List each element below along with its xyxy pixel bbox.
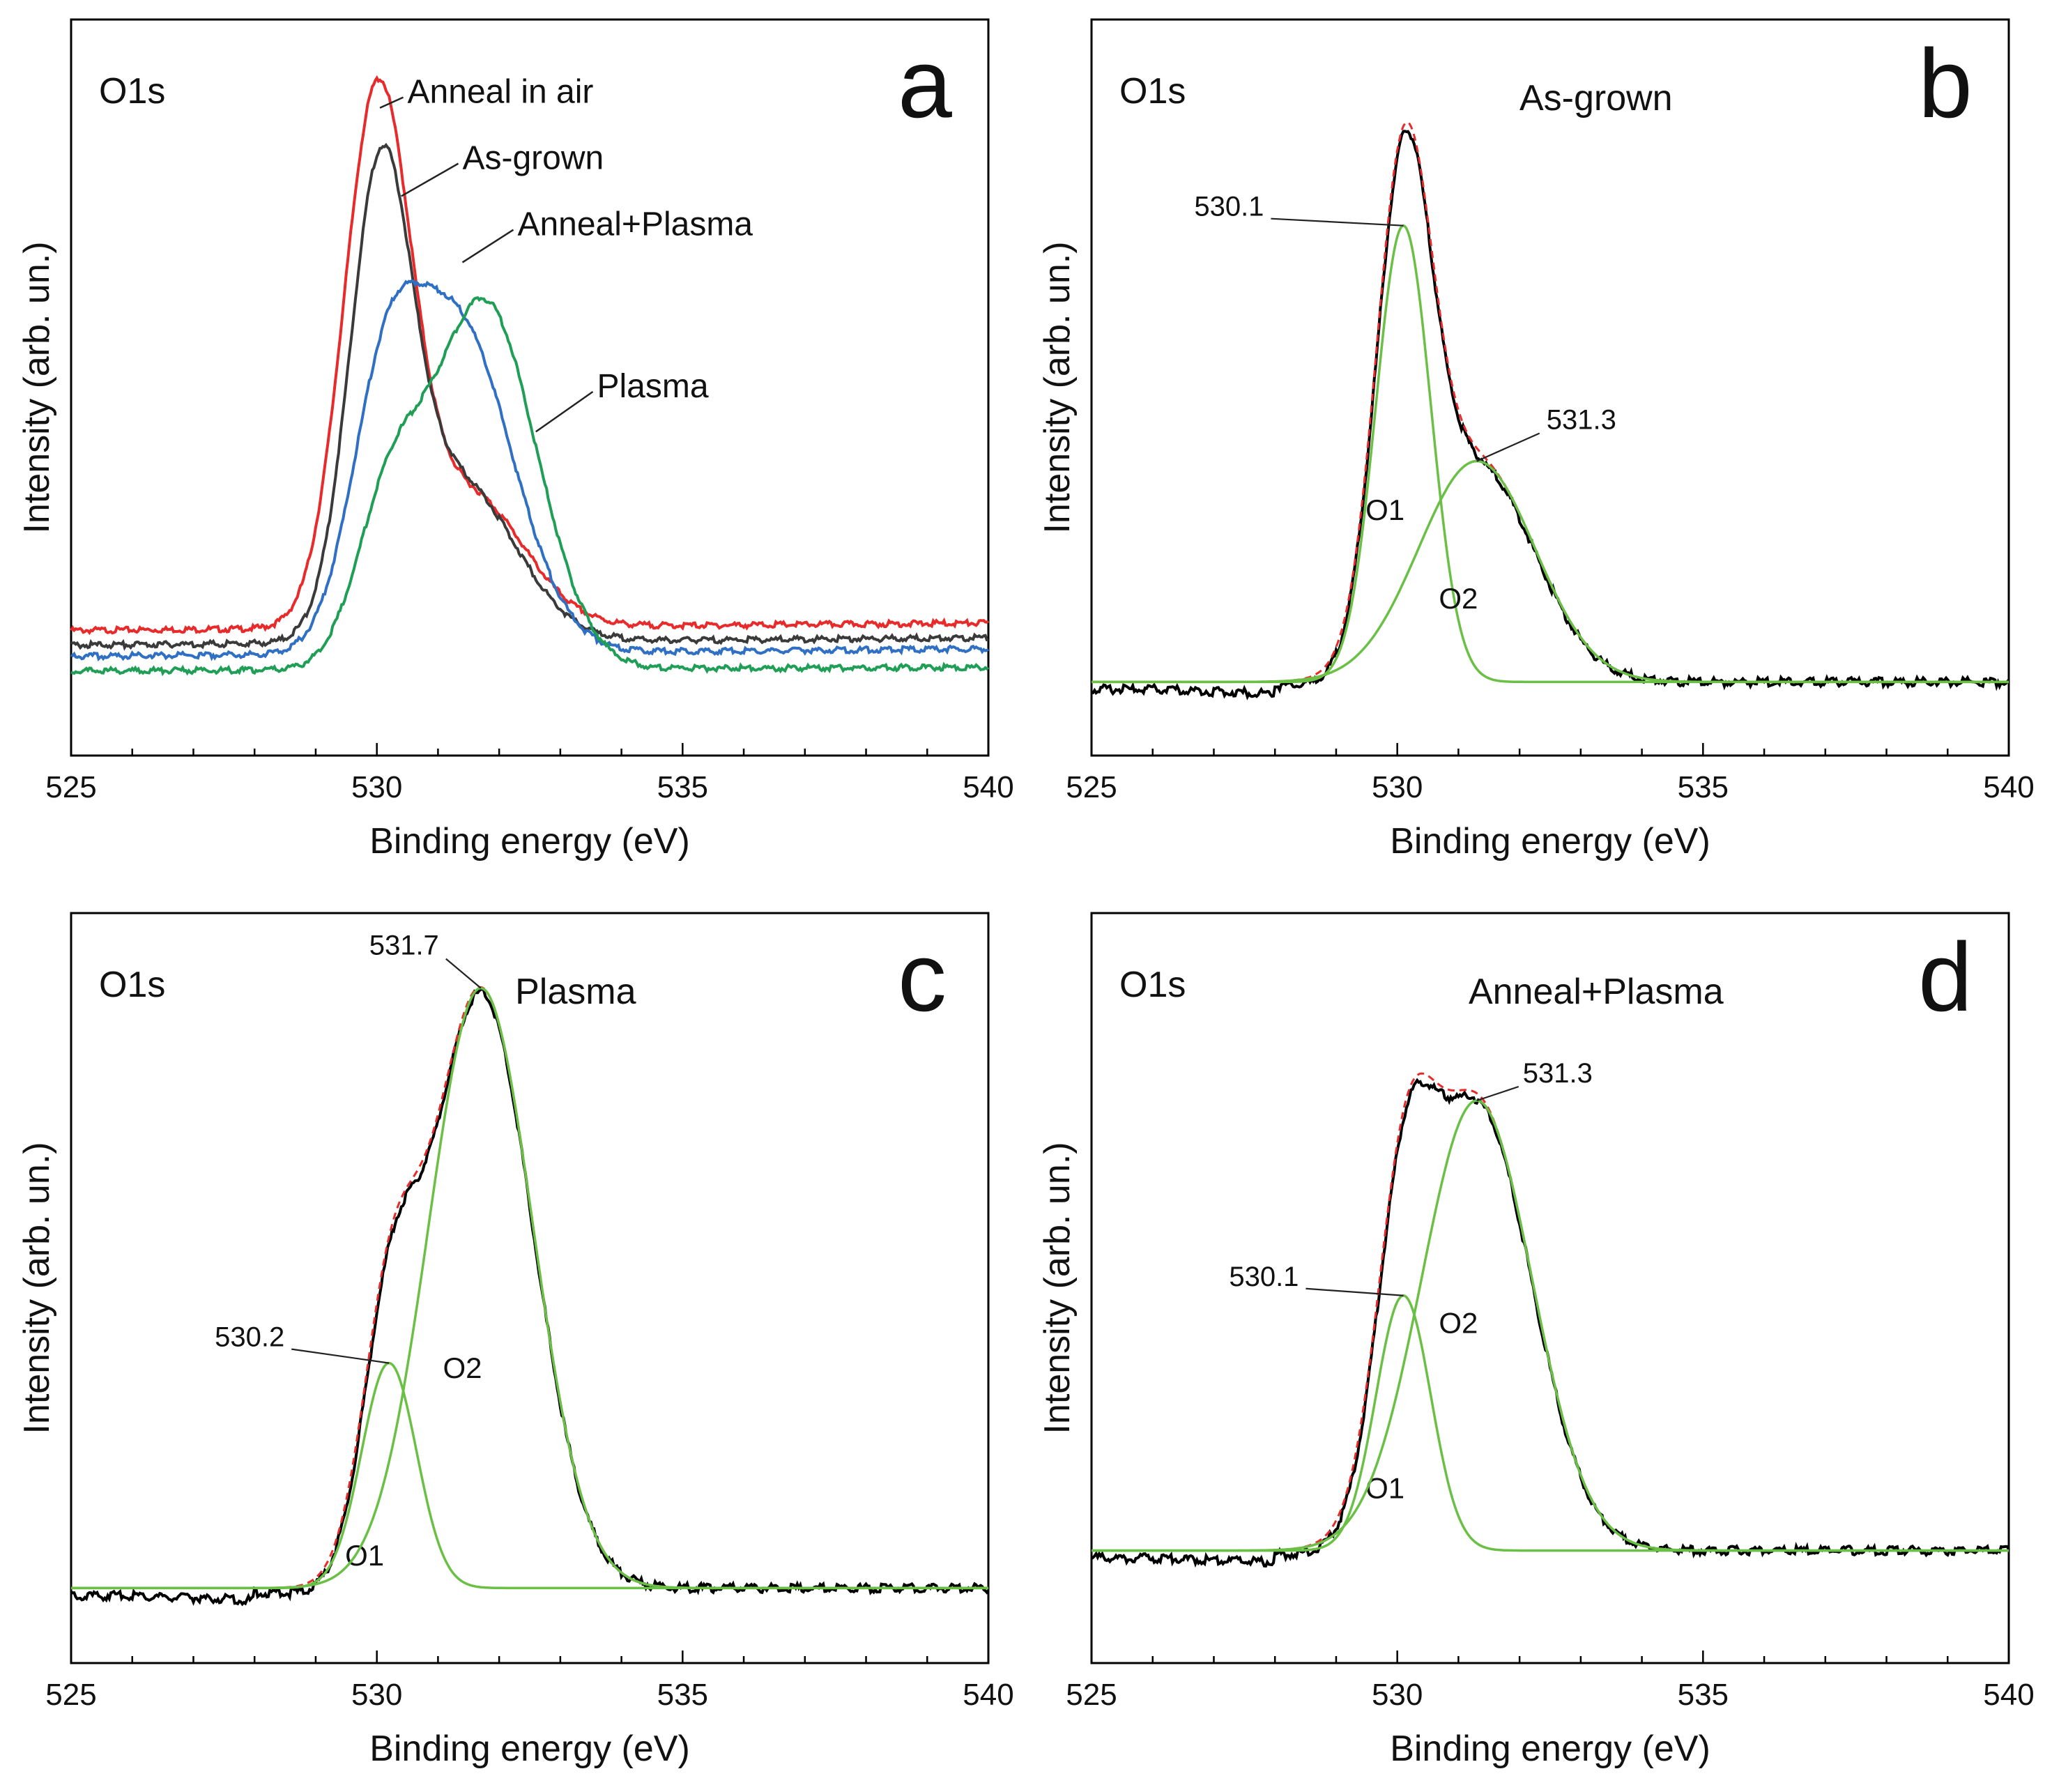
panel-a: 525 530 535 540 Binding energy (eV) Intensity…: [17, 18, 1014, 861]
x-tick-label: 530: [351, 1678, 402, 1712]
peak-position-label: 531.3: [1547, 405, 1616, 436]
plot-frame: [70, 18, 990, 757]
x-tick-label: 540: [1983, 770, 2034, 804]
peak-position-label: 530.1: [1229, 1262, 1299, 1292]
y-axis-label: Intensity (arb. un.): [1037, 241, 1078, 533]
panel-d: 525 530 535 540 Binding energy (eV) Intensity…: [1037, 912, 2035, 1769]
plot-frame: [1090, 18, 2010, 757]
plot-frame: [70, 912, 990, 1664]
peak-leader-line: [291, 1348, 390, 1364]
component-o1: [1092, 224, 2009, 684]
x-axis-label: Binding energy (eV): [369, 821, 690, 861]
x-tick-label: 525: [1066, 770, 1117, 804]
series-leader-line: [535, 390, 594, 433]
series-leader-line: [401, 162, 459, 197]
x-tick-label: 535: [657, 770, 708, 804]
component-o2: [1092, 1099, 2009, 1552]
x-tick-label: 525: [1066, 1678, 1117, 1712]
component-o2: [71, 986, 988, 1590]
peak-leader-line: [1271, 217, 1404, 227]
measured-spectrum: [1091, 130, 2010, 700]
component-label: O2: [443, 1351, 482, 1384]
component-label: O1: [1365, 493, 1404, 526]
component-label: O1: [345, 1539, 384, 1572]
panel-letter: c: [898, 922, 947, 1032]
component-o1: [1092, 1294, 2009, 1552]
plot-frame: [1090, 912, 2010, 1664]
peak-leader-line: [445, 958, 482, 989]
measured-spectrum: [70, 986, 990, 1607]
sample-label: Anneal+Plasma: [1469, 972, 1724, 1012]
x-tick-label: 525: [45, 770, 96, 804]
fit-envelope: [71, 986, 988, 1589]
x-axis-label: Binding energy (eV): [369, 1729, 690, 1769]
peak-leader-line: [1476, 432, 1540, 462]
x-tick-label: 530: [1372, 770, 1423, 804]
fit-envelope: [1092, 1072, 2009, 1552]
peak-position-label: 531.3: [1523, 1058, 1593, 1089]
peak-position-label: 530.2: [215, 1322, 284, 1353]
peak-leader-line: [1476, 1085, 1519, 1102]
measured-spectrum: [1090, 1078, 2010, 1568]
component-label: O2: [1439, 1307, 1478, 1340]
panel-letter: a: [898, 29, 952, 138]
x-tick-label: 535: [657, 1678, 708, 1712]
component-o2: [1092, 459, 2009, 684]
series-line-as-grown: [70, 142, 989, 651]
x-tick-label: 540: [963, 770, 1013, 804]
x-tick-label: 530: [351, 770, 402, 804]
panel-letter: b: [1918, 29, 1973, 138]
sample-label: As-grown: [1519, 78, 1673, 118]
corner-label: O1s: [1119, 965, 1186, 1005]
series-label: As-grown: [462, 140, 604, 177]
x-tick-label: 530: [1372, 1678, 1423, 1712]
series-leader-line: [461, 229, 514, 263]
series-label: Anneal+Plasma: [517, 206, 753, 243]
x-tick-label: 540: [963, 1678, 1013, 1712]
y-axis-label: Intensity (arb. un.): [1037, 1142, 1078, 1434]
panel-letter: d: [1918, 922, 1973, 1032]
x-tick-label: 540: [1983, 1678, 2034, 1712]
peak-position-label: 531.7: [369, 931, 439, 961]
corner-label: O1s: [99, 965, 165, 1005]
x-axis-label: Binding energy (eV): [1390, 821, 1710, 861]
x-tick-label: 525: [45, 1678, 96, 1712]
sample-label: Plasma: [515, 972, 636, 1012]
x-axis-label: Binding energy (eV): [1390, 1729, 1710, 1769]
y-axis-label: Intensity (arb. un.): [17, 241, 57, 533]
corner-label: O1s: [1119, 71, 1186, 112]
panel-c: 525 530 535 540 Binding energy (eV) Intensity…: [17, 912, 1014, 1769]
peak-position-label: 530.1: [1194, 192, 1264, 222]
component-label: O2: [1439, 582, 1478, 615]
series-line-anneal-in-air: [70, 75, 990, 636]
x-tick-label: 535: [1678, 770, 1729, 804]
series-label: Plasma: [597, 368, 709, 405]
component-o1: [71, 1361, 988, 1590]
y-axis-label: Intensity (arb. un.): [17, 1142, 57, 1434]
x-tick-label: 535: [1678, 1678, 1729, 1712]
series-leader-line: [379, 96, 404, 109]
corner-label: O1s: [99, 71, 165, 112]
series-line-anneal-plasma: [70, 279, 990, 662]
peak-leader-line: [1306, 1287, 1404, 1296]
series-label: Anneal in air: [408, 74, 594, 111]
panel-b: 525 530 535 540 Binding energy (eV) Intensity…: [1037, 18, 2035, 861]
series-line-plasma: [70, 296, 990, 677]
